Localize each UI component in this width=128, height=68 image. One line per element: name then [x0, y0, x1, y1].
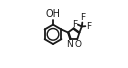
Text: N: N	[67, 40, 73, 49]
Text: F: F	[72, 20, 77, 29]
Text: OH: OH	[46, 9, 61, 19]
Text: F: F	[86, 22, 91, 31]
Text: F: F	[80, 13, 85, 22]
Text: O: O	[74, 40, 81, 49]
